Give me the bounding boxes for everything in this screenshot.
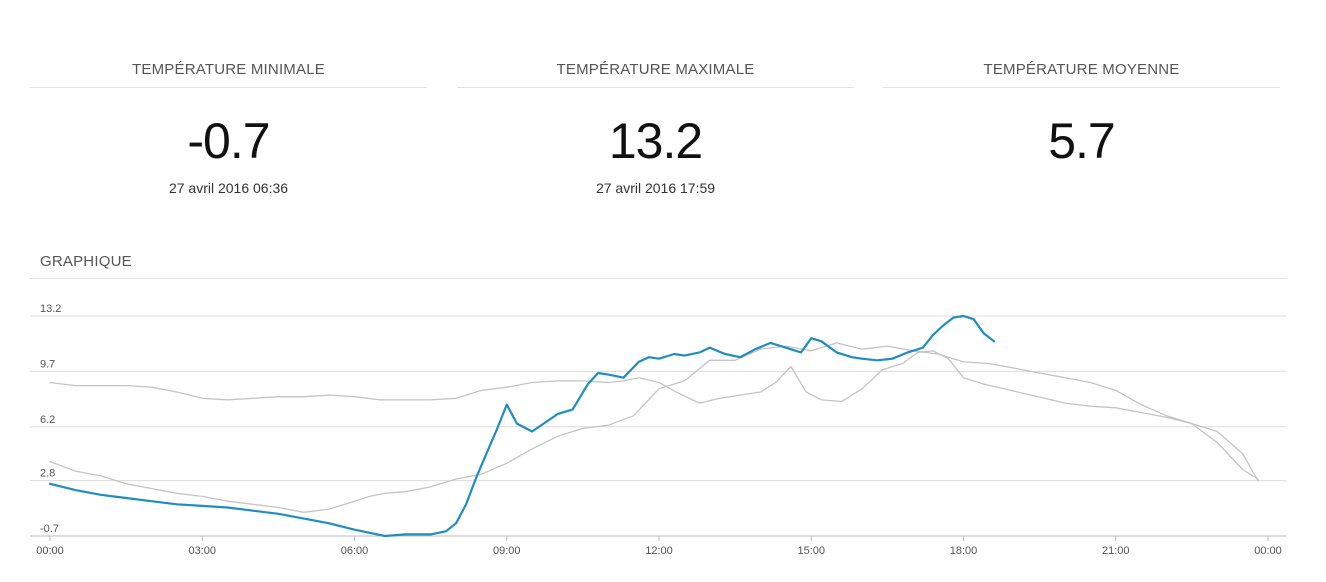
stat-divider <box>883 87 1280 88</box>
stat-divider <box>30 87 427 88</box>
chart-grid <box>30 315 1286 541</box>
y-tick-label: 2.8 <box>40 468 55 480</box>
stat-minimum-date: 27 avril 2016 06:36 <box>168 180 289 196</box>
stat-divider <box>457 87 854 88</box>
today-temperature-line <box>48 314 996 538</box>
y-tick-label: -0.7 <box>40 523 59 535</box>
x-tick-label: 09:00 <box>493 545 521 557</box>
stat-minimum-value: -0.7 <box>187 113 270 169</box>
x-tick-label: 06:00 <box>341 545 369 557</box>
chart-labels: 13.2 9.7 6.2 2.8 -0.7 00:00 03:00 06:00 09:00 12:… <box>36 303 1282 557</box>
x-tick-label: 12:00 <box>645 545 673 557</box>
stat-maximum-date: 27 avril 2016 17:59 <box>595 180 716 196</box>
x-tick-label: 21:00 <box>1102 545 1130 557</box>
y-tick-label: 6.2 <box>40 414 55 426</box>
y-tick-label: 9.7 <box>40 358 55 370</box>
chart-series <box>48 314 1259 538</box>
chart-section-title: GRAPHIQUE <box>40 253 132 270</box>
x-tick-label: 18:00 <box>950 545 978 557</box>
x-tick-label: 03:00 <box>188 545 216 557</box>
stat-maximum-label: TEMPÉRATURE MAXIMALE <box>556 61 755 78</box>
stat-average-value: 5.7 <box>1048 113 1116 169</box>
y-tick-label: 13.2 <box>40 303 61 315</box>
stat-average-label: TEMPÉRATURE MOYENNE <box>983 61 1180 78</box>
chart-section-divider <box>30 278 1287 279</box>
stat-minimum-label: TEMPÉRATURE MINIMALE <box>132 61 325 78</box>
comparison-line-a <box>49 342 1259 513</box>
stat-maximum-value: 13.2 <box>608 113 703 169</box>
x-tick-label: 00:00 <box>36 545 64 557</box>
comparison-line-b <box>49 350 1259 482</box>
x-tick-label: 00:00 <box>1254 545 1282 557</box>
x-tick-label: 15:00 <box>797 545 825 557</box>
